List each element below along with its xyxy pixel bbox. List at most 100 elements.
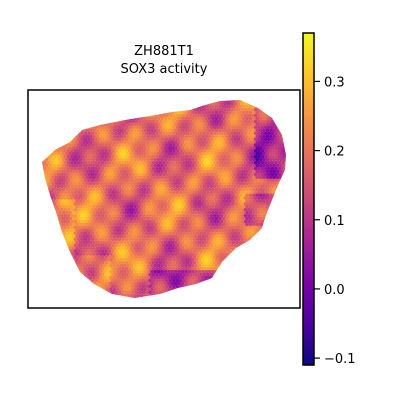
tissue-spot [156,134,161,139]
tissue-spot [167,140,171,145]
tissue-spot [275,100,280,103]
tissue-spot [100,202,105,206]
tissue-spot [36,179,40,183]
tissue-spot [167,205,171,209]
tissue-spot [85,157,90,162]
tissue-spot [280,155,285,159]
tissue-spot [187,175,192,180]
tissue-spot [42,213,47,218]
tissue-spot [275,128,280,133]
tissue-spot [226,172,231,177]
tissue-spot [165,196,170,200]
tissue-spot [42,196,44,200]
tissue-spot [250,184,255,189]
tissue-spot [42,272,47,277]
tissue-spot [66,219,71,224]
tissue-spot [75,199,79,203]
tissue-spot [274,96,278,100]
tissue-spot [252,275,256,280]
tissue-spot [182,261,187,265]
tissue-spot [197,100,202,103]
tissue-spot [54,140,59,145]
tissue-spot [136,169,141,174]
tissue-spot [235,263,239,268]
tissue-spot [112,116,117,121]
tissue-spot [131,172,136,177]
tissue-spot [211,140,215,145]
tissue-spot [211,258,215,262]
tissue-spot [104,231,108,236]
tissue-spot [119,205,124,209]
tissue-spot [255,128,260,133]
tissue-spot [236,131,241,136]
tissue-spot [184,210,188,215]
tissue-spot [252,140,256,145]
tissue-spot [194,240,198,245]
tissue-spot [54,252,59,256]
tissue-spot [97,255,102,259]
tissue-spot [90,166,95,171]
tissue-spot [284,107,286,112]
tissue-spot [252,210,256,215]
tissue-spot [272,281,277,286]
tissue-spot [141,184,146,189]
tissue-spot [248,275,253,280]
tissue-spot [231,240,236,245]
tissue-spot [248,110,253,115]
tissue-spot [160,140,164,145]
tissue-spot [219,213,224,218]
tissue-spot [184,134,188,139]
tissue-spot [70,96,74,100]
tissue-spot [172,178,176,183]
tissue-spot [61,116,66,121]
tissue-spot [163,163,168,168]
tissue-spot [100,143,105,147]
tissue-spot [240,225,244,230]
tissue-spot [144,166,149,171]
tissue-spot [127,278,132,283]
tissue-spot [88,163,93,168]
tissue-spot [53,243,57,248]
tissue-spot [158,202,163,206]
tissue-spot [44,210,49,215]
tissue-spot [119,104,124,109]
tissue-spot [212,266,217,271]
tissue-spot [136,199,141,203]
tissue-spot [76,178,81,183]
tissue-spot [42,143,44,147]
tissue-spot [241,216,246,221]
tissue-spot [51,157,56,162]
tissue-spot [146,287,151,292]
tissue-spot [195,184,200,189]
tissue-spot [288,220,292,224]
tissue-spot [54,199,59,203]
tissue-spot [73,178,78,183]
tissue-spot [189,178,193,183]
tissue-spot [262,169,266,174]
tissue-spot [99,275,103,280]
tissue-spot [197,163,202,168]
tissue-spot [189,184,193,189]
tissue-spot [274,143,278,147]
tissue-spot [216,155,221,159]
tissue-spot [274,155,278,159]
tissue-spot [148,107,153,112]
tissue-spot [163,252,168,256]
tissue-spot [131,196,136,200]
tissue-spot [141,202,146,206]
tissue-spot [138,219,142,224]
tissue-spot [71,228,76,233]
tissue-spot [279,169,283,174]
tissue-spot [212,237,217,242]
tissue-spot [153,181,158,186]
tissue-spot [180,252,185,256]
tissue-spot [126,228,130,233]
tissue-spot [63,119,68,124]
tissue-spot [158,196,163,200]
tissue-spot [76,125,81,130]
tissue-spot [263,119,268,124]
tissue-spot [185,166,190,171]
tissue-spot [194,205,198,209]
tissue-spot [68,157,73,162]
tissue-spot [58,187,62,192]
